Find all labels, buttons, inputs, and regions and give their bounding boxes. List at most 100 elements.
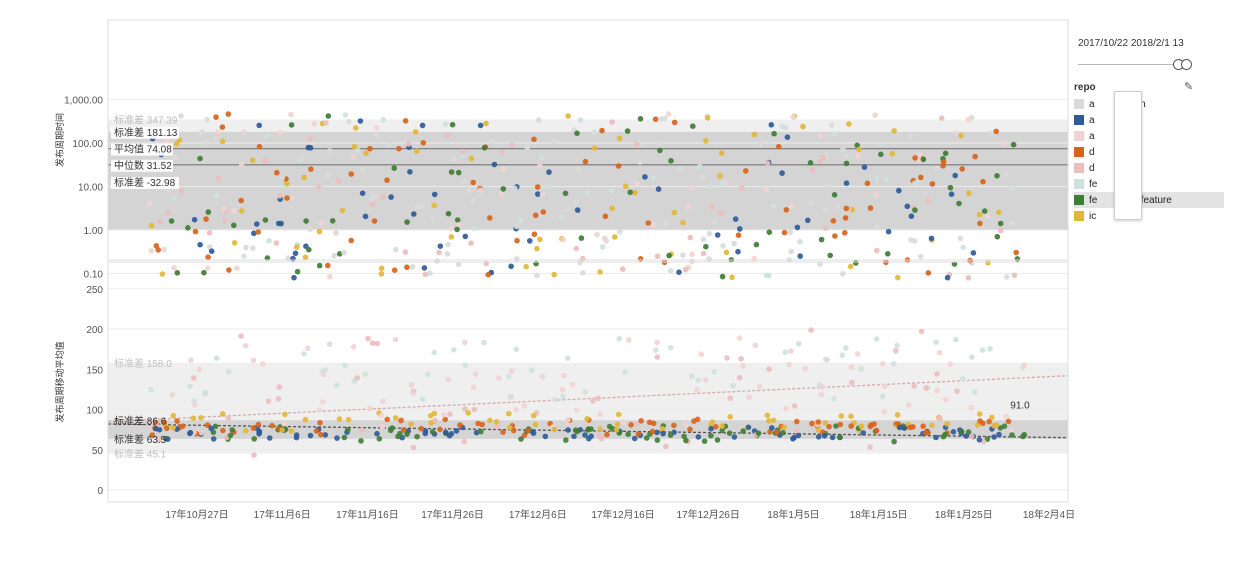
top-data-point bbox=[797, 253, 803, 259]
bottom-band-label: 标准差 86.6 bbox=[114, 414, 167, 427]
top-data-point bbox=[855, 152, 861, 159]
top-data-point bbox=[637, 159, 643, 165]
bottom-data-point bbox=[996, 431, 1002, 438]
top-data-point bbox=[706, 230, 713, 237]
top-data-point bbox=[404, 264, 410, 271]
top-data-point bbox=[818, 236, 825, 243]
top-data-point bbox=[788, 248, 794, 255]
bottom-data-point bbox=[586, 435, 592, 442]
legend-item[interactable]: a ction bbox=[1074, 96, 1224, 112]
bottom-data-point bbox=[539, 373, 546, 380]
bottom-data-point bbox=[379, 423, 386, 430]
top-data-point bbox=[371, 218, 378, 224]
top-data-point bbox=[667, 267, 674, 274]
top-data-point bbox=[431, 202, 438, 209]
top-data-point bbox=[634, 141, 640, 148]
top-data-point bbox=[714, 232, 721, 238]
clear-filter-icon[interactable]: ✎ bbox=[1184, 81, 1194, 93]
bottom-data-point bbox=[447, 411, 453, 417]
top-data-point bbox=[348, 237, 355, 244]
bottom-annotation-label: 91.0 bbox=[1010, 401, 1030, 412]
bottom-data-point bbox=[282, 411, 288, 418]
bottom-data-point bbox=[671, 422, 677, 429]
top-data-point bbox=[430, 216, 437, 222]
bottom-data-point bbox=[293, 434, 300, 441]
bottom-data-point bbox=[256, 428, 263, 435]
bottom-data-point bbox=[275, 396, 282, 402]
bottom-data-point bbox=[896, 424, 903, 431]
bottom-data-point bbox=[188, 357, 194, 364]
bottom-data-point bbox=[614, 421, 621, 428]
legend-item[interactable]: ic bbox=[1074, 208, 1224, 224]
top-data-point bbox=[359, 167, 365, 173]
bottom-data-point bbox=[867, 444, 873, 450]
top-data-point bbox=[402, 249, 409, 255]
top-data-point bbox=[560, 236, 566, 243]
bottom-data-point bbox=[322, 367, 328, 373]
bottom-data-point bbox=[819, 384, 826, 390]
bottom-data-point bbox=[316, 407, 323, 413]
date-range-filter[interactable]: 2017/10/22​ 2018/2/1 13 bbox=[1078, 38, 1184, 49]
bottom-data-point bbox=[597, 426, 603, 432]
bottom-data-point bbox=[198, 430, 204, 436]
top-data-point bbox=[212, 136, 219, 142]
legend-item[interactable]: a ver bbox=[1074, 128, 1224, 144]
bottom-data-point bbox=[702, 377, 709, 383]
top-data-point bbox=[891, 128, 897, 134]
bottom-y-tick-label: 200 bbox=[86, 325, 103, 336]
bottom-data-point bbox=[250, 425, 257, 431]
bottom-data-point bbox=[336, 416, 343, 422]
top-data-point bbox=[967, 257, 973, 264]
top-data-point bbox=[689, 251, 695, 258]
top-data-point bbox=[980, 178, 986, 185]
bottom-band-label: 标准差 158.0 bbox=[114, 357, 172, 370]
top-data-point bbox=[650, 222, 657, 228]
bottom-data-point bbox=[322, 432, 329, 438]
legend-item[interactable]: d bbox=[1074, 160, 1224, 176]
top-data-point bbox=[827, 252, 833, 259]
bottom-data-point bbox=[573, 407, 580, 414]
date-slider-track[interactable] bbox=[1078, 64, 1188, 65]
top-data-point bbox=[335, 178, 342, 184]
top-data-point bbox=[537, 236, 543, 243]
top-data-point bbox=[645, 220, 652, 226]
date-slider-end-handle[interactable] bbox=[1181, 59, 1192, 70]
top-data-point bbox=[367, 145, 373, 152]
bottom-data-point bbox=[783, 405, 789, 412]
top-data-point bbox=[551, 138, 557, 145]
bottom-data-point bbox=[881, 408, 888, 415]
legend-item[interactable]: d a bbox=[1074, 144, 1224, 160]
bottom-data-point bbox=[551, 426, 558, 433]
top-data-point bbox=[620, 266, 626, 273]
bottom-y-tick-label: 150 bbox=[86, 365, 103, 376]
top-data-point bbox=[731, 240, 737, 247]
top-band-label: 标准差 181.13 bbox=[114, 126, 178, 139]
top-data-point bbox=[307, 145, 314, 151]
legend-item[interactable]: a line bbox=[1074, 112, 1224, 128]
bottom-data-point bbox=[934, 371, 940, 377]
top-data-point bbox=[402, 118, 409, 124]
top-data-point bbox=[654, 253, 661, 259]
top-data-point bbox=[874, 247, 880, 254]
top-data-point bbox=[904, 203, 911, 210]
top-data-point bbox=[642, 174, 648, 180]
top-data-point bbox=[466, 188, 472, 194]
top-data-point bbox=[148, 222, 155, 229]
bottom-data-point bbox=[376, 436, 383, 442]
bottom-data-point bbox=[769, 425, 775, 431]
top-data-point bbox=[253, 221, 260, 227]
top-data-point bbox=[291, 274, 297, 281]
top-data-point bbox=[965, 116, 972, 123]
top-data-point bbox=[775, 143, 782, 150]
legend-item[interactable]: fe ch/feature bbox=[1074, 192, 1224, 208]
legend-item[interactable]: fe bbox=[1074, 176, 1224, 192]
bottom-data-point bbox=[879, 393, 886, 400]
top-data-point bbox=[208, 248, 215, 254]
top-data-point bbox=[956, 200, 962, 207]
bottom-data-point bbox=[616, 336, 623, 342]
bottom-panel-frame bbox=[107, 261, 1069, 503]
top-data-point bbox=[994, 173, 1000, 179]
top-data-point bbox=[436, 249, 442, 256]
top-data-point bbox=[867, 205, 874, 211]
bottom-data-point bbox=[689, 373, 695, 380]
